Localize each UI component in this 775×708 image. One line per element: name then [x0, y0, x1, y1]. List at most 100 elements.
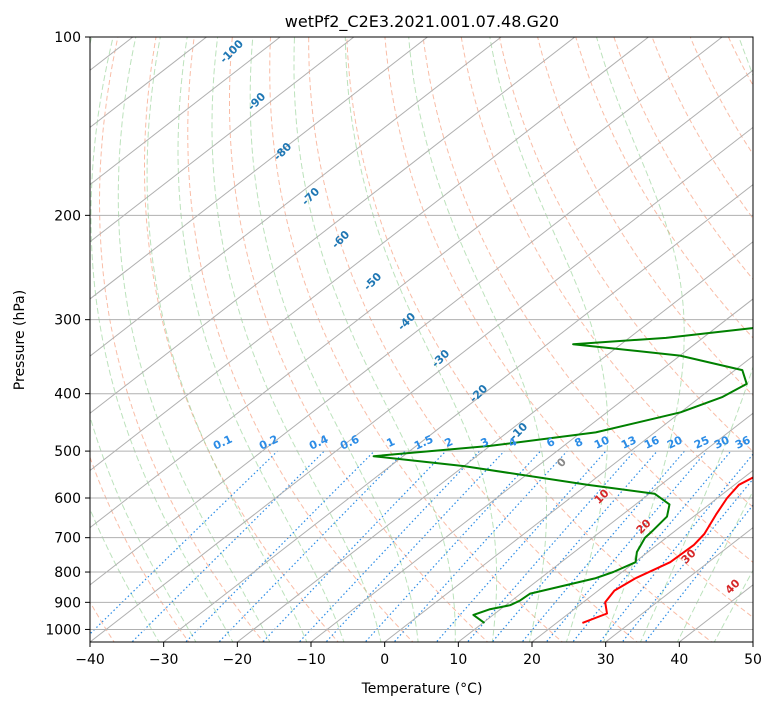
mixing-ratio-label: 25: [692, 433, 711, 451]
moist-adiabat: [489, 37, 609, 642]
isotherm-line: [90, 37, 502, 357]
y-tick-label: 500: [54, 444, 81, 460]
dry-adiabat: [422, 37, 753, 563]
isotherm-label: 10: [592, 486, 612, 506]
temperature-profile-line: [582, 476, 753, 624]
y-tick-label: 700: [54, 531, 81, 547]
mixing-ratio-label: 0.6: [338, 432, 361, 452]
dry-adiabat: [90, 455, 190, 642]
isotherm-label: -70: [299, 185, 322, 208]
y-tick-label: 600: [54, 491, 81, 507]
mixing-ratio-line: [184, 450, 375, 642]
x-tick-label: 50: [744, 652, 762, 668]
isotherm-line: [90, 37, 355, 243]
moist-adiabat: [595, 37, 685, 642]
mixing-ratio-line: [644, 504, 753, 642]
isotherm-line: [90, 37, 723, 529]
dry-adiabat: [308, 37, 638, 642]
mixing-ratio-line: [298, 450, 480, 642]
isotherm-label: -60: [329, 228, 352, 251]
y-axis-label: Pressure (hPa): [12, 290, 28, 390]
chart-title: wetPf2_C2E3.2021.001.07.48.G20: [285, 12, 559, 32]
plot-clipped-group: -100-90-80-70-60-50-40-30-20-10010203040…: [90, 26, 775, 644]
mixing-ratio-line: [466, 450, 635, 642]
y-tick-label: 300: [54, 313, 81, 329]
isotherm-line: [90, 37, 429, 300]
mixing-ratio-label: 30: [712, 433, 732, 451]
dry-adiabat: [537, 37, 753, 397]
mixing-ratio-label: 8: [573, 435, 585, 450]
y-tick-label: 1000: [45, 622, 81, 638]
dry-adiabat: [689, 37, 753, 156]
isotherm-label: -100: [217, 37, 246, 66]
moist-adiabat: [211, 37, 382, 642]
dry-adiabat: [761, 26, 775, 644]
moist-adiabat: [249, 37, 419, 642]
dry-adiabat: [460, 37, 753, 508]
isotherm-line: [236, 241, 753, 642]
mixing-ratio-label: 0.1: [211, 433, 234, 453]
moist-adiabat: [293, 37, 456, 642]
isotherm-label: -90: [245, 90, 268, 113]
mixing-ratio-line: [571, 450, 732, 642]
mixing-ratio-line: [325, 450, 505, 642]
dry-adiabat: [575, 37, 753, 339]
x-tick-label: −30: [149, 652, 179, 668]
mixing-ratio-line: [545, 450, 708, 642]
mixing-ratio-line: [621, 478, 753, 642]
dry-adiabat: [727, 37, 753, 87]
dry-adiabat: [229, 37, 489, 642]
mixing-ratio-label: 3: [479, 435, 491, 450]
isotherm-line: [90, 37, 281, 186]
isotherm-line: [90, 126, 753, 642]
y-axis-ticks: 100 200 300 400 500 600 700 800 900 1000: [45, 30, 90, 638]
dry-adiabat: [384, 37, 753, 618]
isotherm-label: -40: [395, 310, 418, 333]
dry-adiabat: [498, 37, 753, 453]
x-tick-label: 30: [597, 652, 615, 668]
isotherm-line: [457, 412, 753, 642]
isotherm-line: [383, 355, 753, 642]
mixing-ratio-label: 10: [592, 433, 612, 451]
isotherm-line: [90, 37, 208, 129]
moist-adiabat: [408, 37, 547, 642]
mixing-ratio-line: [218, 450, 406, 642]
mixing-ratio-line: [599, 453, 753, 642]
x-tick-label: 40: [670, 652, 688, 668]
dry-adiabat: [144, 37, 339, 642]
isotherm-line: [604, 527, 753, 642]
plot-frame: [89, 36, 754, 643]
mixing-ratio-line: [364, 450, 541, 642]
dry-adiabat: [651, 37, 753, 220]
moist-adiabat: [90, 37, 234, 642]
x-tick-label: 10: [449, 652, 467, 668]
isotherm-line: [531, 469, 753, 642]
mixing-ratio-line: [491, 450, 658, 642]
x-axis-label: Temperature (°C): [361, 681, 483, 697]
dry-adiabat: [99, 37, 265, 642]
isotherm-line: [752, 641, 753, 642]
isotherm-line: [90, 69, 753, 586]
x-tick-label: 20: [523, 652, 541, 668]
y-tick-label: 100: [54, 30, 81, 46]
dewpoint-profile-line: [372, 326, 753, 624]
isotherm-line: [90, 37, 576, 414]
dry-adiabat: [187, 37, 414, 642]
y-tick-label: 900: [54, 595, 81, 611]
x-tick-label: −40: [75, 652, 105, 668]
plot-area: -100-90-80-70-60-50-40-30-20-10010203040…: [89, 26, 775, 644]
mixing-ratio-line: [521, 450, 685, 642]
x-tick-label: −10: [296, 652, 326, 668]
y-tick-label: 400: [54, 387, 81, 403]
moist-adiabat: [344, 37, 498, 642]
y-tick-label: 800: [54, 565, 81, 581]
moist-adiabat: [177, 37, 345, 642]
mixing-ratio-label: 13: [619, 433, 638, 451]
x-tick-label: 0: [380, 652, 389, 668]
x-axis-ticks: −40 −30 −20 −10 0 10 20 30 40 50: [75, 642, 762, 668]
x-tick-label: −20: [223, 652, 253, 668]
mixing-ratio-label: 1: [385, 435, 397, 450]
isotherm-label: -30: [429, 347, 452, 370]
moist-adiabat: [117, 37, 271, 642]
